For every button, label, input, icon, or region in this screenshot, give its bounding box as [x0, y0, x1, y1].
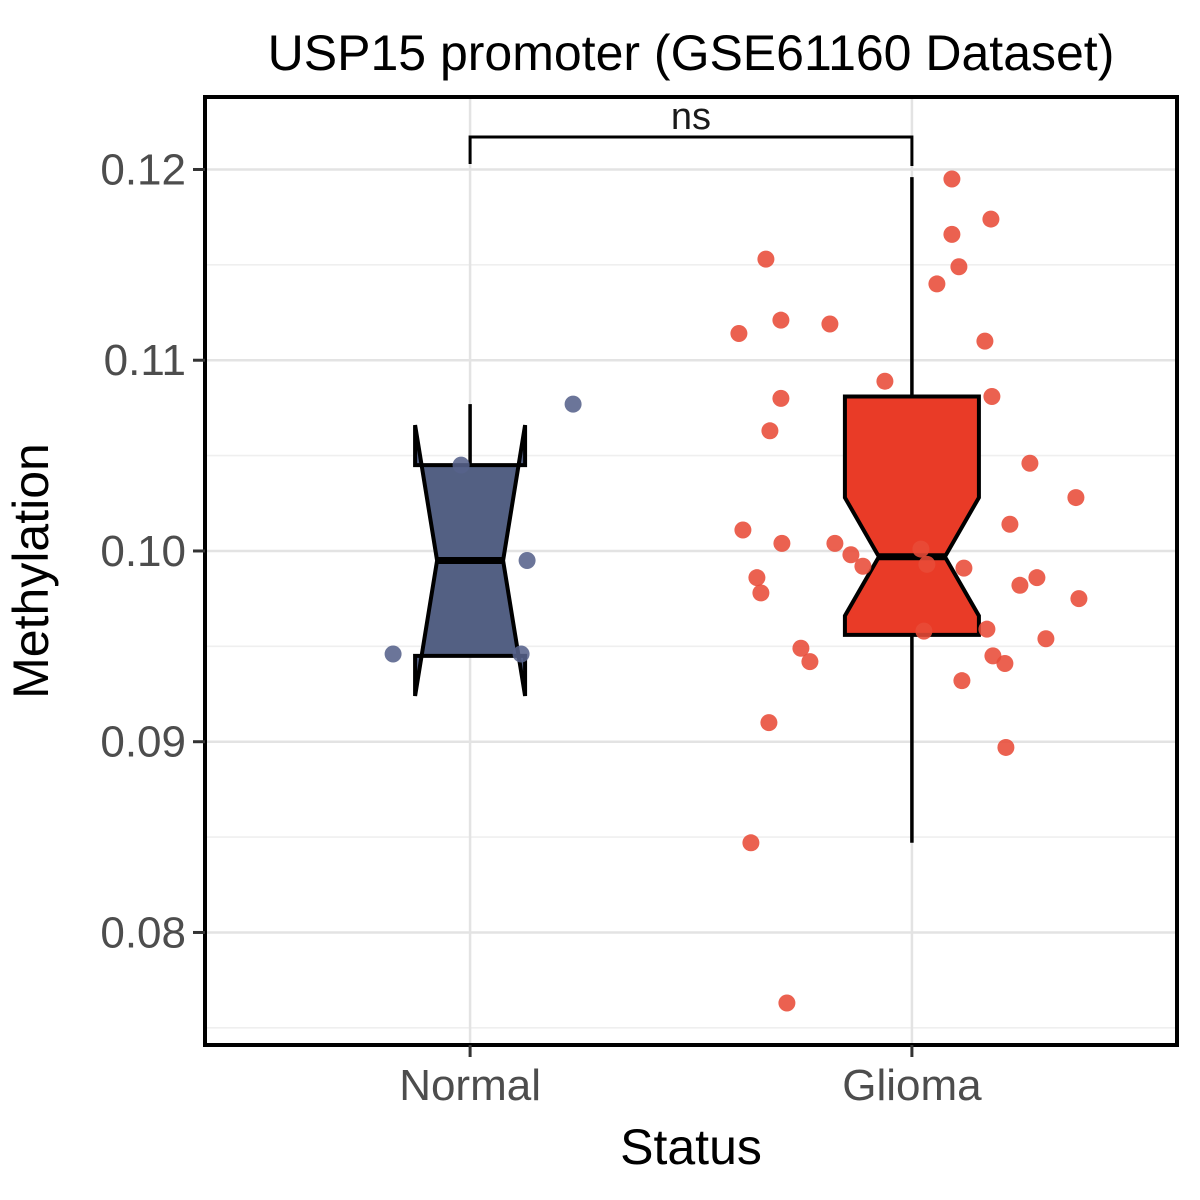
jitter-point-glioma: [996, 655, 1014, 673]
jitter-point-glioma: [842, 546, 860, 564]
jitter-point-glioma: [943, 225, 961, 243]
y-tick-label: 0.09: [100, 718, 186, 767]
jitter-point-normal: [518, 552, 536, 570]
y-tick-label: 0.10: [100, 527, 186, 576]
jitter-point-glioma: [1001, 515, 1019, 533]
jitter-point-normal: [564, 395, 582, 413]
y-axis-title: Methylation: [3, 443, 59, 699]
jitter-point-glioma: [757, 250, 775, 268]
jitter-point-normal: [384, 645, 402, 663]
jitter-point-glioma: [752, 584, 770, 602]
jitter-point-normal: [512, 645, 530, 663]
y-tick-label: 0.12: [100, 145, 186, 194]
jitter-point-glioma: [854, 557, 872, 575]
jitter-point-glioma: [918, 555, 936, 573]
jitter-point-glioma: [821, 315, 839, 333]
significance-group: [468, 135, 914, 167]
jitter-point-glioma: [730, 325, 748, 343]
jitter-point-normal: [452, 456, 470, 474]
jitter-point-glioma: [876, 372, 894, 390]
jitter-point-glioma: [772, 389, 790, 407]
jitter-point-glioma: [982, 210, 1000, 228]
jitter-point-glioma: [792, 639, 810, 657]
jitter-point-glioma: [997, 738, 1015, 756]
jitter-point-glioma: [801, 653, 819, 671]
jitter-point-glioma: [772, 311, 790, 329]
x-tick-label: Glioma: [842, 1061, 982, 1110]
jitter-point-glioma: [826, 534, 844, 552]
jitter-point-glioma: [1021, 454, 1039, 472]
jitter-point-glioma: [748, 569, 766, 587]
jitter-point-glioma: [742, 834, 760, 852]
jitter-point-glioma: [915, 622, 933, 640]
jitter-point-glioma: [928, 275, 946, 293]
significance-label: ns: [671, 96, 711, 138]
jitter-point-glioma: [761, 422, 779, 440]
jitter-point-glioma: [1067, 489, 1085, 507]
jitter-point-glioma: [778, 994, 796, 1012]
x-tick-label: Normal: [399, 1061, 541, 1110]
jitter-point-glioma: [976, 332, 994, 350]
plot-title: USP15 promoter (GSE61160 Dataset): [268, 25, 1115, 81]
jitter-point-glioma: [943, 170, 961, 188]
x-axis-title: Status: [620, 1119, 762, 1175]
significance-bracket: [468, 135, 914, 167]
box-glioma: [842, 394, 981, 637]
jitter-point-glioma: [1028, 569, 1046, 587]
jitter-point-glioma: [773, 534, 791, 552]
jitter-point-glioma: [734, 521, 752, 539]
jitter-point-glioma: [955, 559, 973, 577]
boxplots-group: [413, 177, 981, 843]
jitter-point-glioma: [1037, 630, 1055, 648]
panel-border: [203, 95, 1179, 1047]
axes-group: 0.08 0.09 0.10 0.11 0.12 Normal Glioma: [100, 145, 982, 1110]
jitter-point-glioma: [983, 387, 1001, 405]
jitter-point-glioma: [953, 672, 971, 690]
jitter-point-glioma: [978, 620, 996, 638]
jitter-point-glioma: [912, 540, 930, 558]
jitter-point-glioma: [1011, 576, 1029, 594]
jitter-point-glioma: [760, 714, 778, 732]
jitter-points-group: [384, 170, 1088, 1012]
y-tick-label: 0.08: [100, 908, 186, 957]
y-tick-label: 0.11: [104, 336, 186, 385]
jitter-point-glioma: [950, 258, 968, 276]
panel-background: [205, 97, 1177, 1045]
jitter-point-glioma: [1070, 590, 1088, 608]
